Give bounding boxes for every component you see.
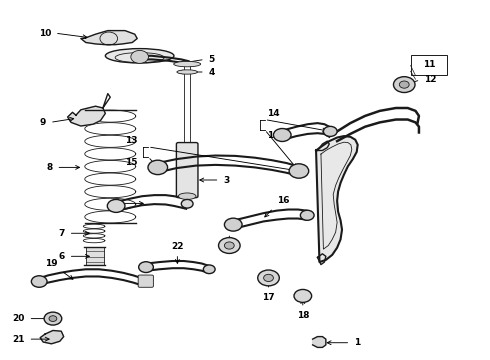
Circle shape	[148, 160, 168, 175]
FancyBboxPatch shape	[176, 143, 198, 198]
Text: 18: 18	[296, 311, 309, 320]
Text: 12: 12	[424, 76, 437, 85]
Text: 14: 14	[267, 109, 280, 118]
Circle shape	[139, 262, 153, 273]
Circle shape	[300, 210, 314, 220]
Circle shape	[49, 316, 57, 321]
Text: 1: 1	[354, 338, 361, 347]
Circle shape	[224, 242, 234, 249]
Circle shape	[264, 274, 273, 282]
Text: 22: 22	[171, 242, 184, 251]
Polygon shape	[313, 337, 326, 347]
Text: 7: 7	[58, 229, 65, 238]
Ellipse shape	[174, 62, 201, 67]
Text: 4: 4	[209, 68, 215, 77]
Text: 15: 15	[124, 158, 137, 167]
Text: 15: 15	[267, 131, 280, 140]
Polygon shape	[86, 247, 104, 265]
Circle shape	[289, 164, 309, 178]
Circle shape	[224, 218, 242, 231]
Circle shape	[273, 129, 291, 141]
Text: 16: 16	[277, 196, 290, 205]
Bar	[411, 55, 447, 75]
Text: 2: 2	[111, 199, 118, 208]
Ellipse shape	[177, 70, 197, 74]
Ellipse shape	[178, 193, 196, 199]
Ellipse shape	[105, 49, 174, 63]
Text: 9: 9	[40, 118, 46, 127]
Text: 3: 3	[223, 176, 230, 185]
Circle shape	[31, 276, 47, 287]
Circle shape	[107, 199, 125, 212]
Polygon shape	[40, 330, 64, 344]
Circle shape	[181, 199, 193, 208]
Text: 6: 6	[58, 252, 65, 261]
Polygon shape	[81, 31, 137, 45]
Circle shape	[399, 81, 409, 88]
Text: 17: 17	[223, 221, 236, 230]
Text: 5: 5	[209, 55, 215, 64]
Text: 8: 8	[46, 163, 52, 172]
Circle shape	[219, 238, 240, 253]
Polygon shape	[68, 106, 105, 126]
Text: 13: 13	[124, 136, 137, 145]
Circle shape	[323, 126, 337, 136]
Text: 21: 21	[12, 335, 24, 343]
Circle shape	[258, 270, 279, 286]
Polygon shape	[316, 136, 358, 262]
Circle shape	[131, 50, 148, 63]
Circle shape	[294, 289, 312, 302]
Text: 11: 11	[423, 60, 436, 69]
Circle shape	[393, 77, 415, 93]
Circle shape	[44, 312, 62, 325]
Text: 17: 17	[262, 293, 275, 302]
Text: 10: 10	[39, 29, 51, 38]
FancyBboxPatch shape	[138, 275, 153, 287]
Circle shape	[203, 265, 215, 274]
Text: 20: 20	[12, 314, 24, 323]
Text: 19: 19	[45, 259, 57, 268]
